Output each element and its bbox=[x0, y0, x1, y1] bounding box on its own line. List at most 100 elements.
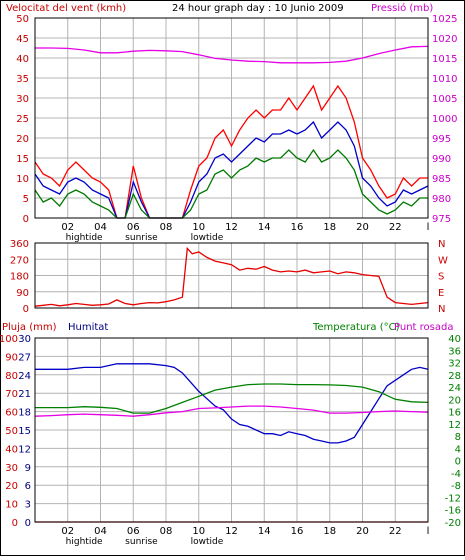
pressure-label: Pressió (mb) bbox=[371, 2, 433, 14]
y-tick-label-right: N bbox=[438, 304, 445, 315]
y-tick-label-right: 1015 bbox=[432, 54, 457, 65]
x-tick-label: 14 bbox=[258, 526, 271, 537]
x-annotation-label: lowtide bbox=[191, 537, 224, 547]
y-tick-label-temperature: 28 bbox=[448, 371, 461, 382]
x-tick-label: 16 bbox=[291, 526, 304, 537]
series-line-gust bbox=[34, 84, 428, 219]
y-tick-label-temperature: -12 bbox=[445, 493, 461, 504]
panel-wind-series bbox=[34, 45, 429, 219]
y-tick-label-left: 20 bbox=[16, 134, 29, 145]
y-tick-label-humidity: 50 bbox=[5, 426, 18, 437]
y-tick-label-right: 1000 bbox=[432, 114, 457, 125]
x-tick-label: 20 bbox=[356, 222, 369, 233]
y-tick-label-temperature: 24 bbox=[448, 383, 461, 394]
x-tick-label: 10 bbox=[192, 222, 205, 233]
x-annotation-label: sunrise bbox=[125, 233, 158, 243]
y-tick-label-left: 10 bbox=[16, 174, 29, 185]
y-tick-label-temperature: 16 bbox=[448, 408, 461, 419]
humidity-label: Humitat bbox=[68, 322, 108, 333]
x-tick-label: 22 bbox=[389, 222, 402, 233]
y-tick-label-temperature: 12 bbox=[448, 420, 461, 431]
y-tick-label-temperature: 40 bbox=[448, 334, 461, 345]
y-tick-label-humidity: 0 bbox=[12, 518, 18, 529]
series-line-average bbox=[34, 120, 429, 219]
y-tick-label-rain: 27 bbox=[18, 352, 31, 363]
y-tick-label-right: 980 bbox=[432, 194, 451, 205]
x-tick-label: 18 bbox=[323, 526, 336, 537]
x-tick-label: 08 bbox=[160, 526, 173, 537]
y-tick-label-humidity: 100 bbox=[0, 334, 18, 345]
y-tick-label-humidity: 90 bbox=[5, 352, 18, 363]
y-tick-label-left: 15 bbox=[16, 154, 29, 165]
y-tick-label-right: 985 bbox=[432, 174, 451, 185]
x-annotation-label: lowtide bbox=[191, 233, 224, 243]
panel-wind-frame bbox=[34, 17, 429, 219]
wind-speed-label: Velocitat del vent (kmh) bbox=[6, 3, 126, 14]
y-tick-label-right: W bbox=[438, 255, 448, 266]
series-line-dewpoint bbox=[34, 405, 429, 417]
y-tick-label-left: 0 bbox=[23, 304, 29, 315]
y-tick-label-temperature: -8 bbox=[451, 481, 461, 492]
x-tick-label: 16 bbox=[291, 222, 304, 233]
panel-wind-grid bbox=[35, 18, 429, 218]
y-tick-label-rain: 9 bbox=[25, 463, 31, 474]
panel-direction-frame bbox=[34, 242, 429, 309]
graph-title: 24 hour graph day : 10 Junio 2009 bbox=[172, 3, 344, 14]
x-tick-label: 06 bbox=[127, 526, 140, 537]
x-tick-label: 04 bbox=[94, 222, 107, 233]
y-tick-label-right: 975 bbox=[432, 214, 451, 225]
y-tick-label-right: S bbox=[438, 272, 444, 283]
y-tick-label-temperature: 4 bbox=[455, 444, 461, 455]
y-tick-label-left: 0 bbox=[23, 214, 29, 225]
y-tick-label-rain: 12 bbox=[18, 444, 31, 455]
x-tick-label: 10 bbox=[192, 526, 205, 537]
y-tick-label-rain: 24 bbox=[18, 371, 31, 382]
panel-humidity-frame bbox=[34, 337, 429, 523]
series-line-low bbox=[34, 148, 428, 219]
y-tick-label-humidity: 80 bbox=[5, 371, 18, 382]
x-tick-label: 22 bbox=[389, 526, 402, 537]
x-tick-label: l bbox=[427, 222, 430, 233]
y-tick-label-left: 40 bbox=[16, 54, 29, 65]
y-tick-label-left: 90 bbox=[16, 288, 29, 299]
y-tick-label-right: 1005 bbox=[432, 94, 457, 105]
y-tick-label-temperature: 36 bbox=[448, 346, 461, 357]
y-tick-label-temperature: -20 bbox=[445, 518, 461, 529]
panel-humidity-grid bbox=[35, 338, 429, 522]
y-tick-label-left: 50 bbox=[16, 14, 29, 25]
y-tick-label-temperature: 0 bbox=[455, 457, 461, 468]
y-tick-label-right: N bbox=[438, 239, 445, 250]
panel-direction-series bbox=[34, 246, 429, 307]
y-tick-label-left: 45 bbox=[16, 34, 29, 45]
x-tick-label: l bbox=[427, 526, 430, 537]
y-tick-label-humidity: 40 bbox=[5, 444, 18, 455]
dewpoint-label: Punt rosada bbox=[394, 322, 453, 333]
y-tick-label-right: 990 bbox=[432, 154, 451, 165]
y-tick-label-right: 1020 bbox=[432, 34, 457, 45]
y-tick-label-temperature: 20 bbox=[448, 395, 461, 406]
x-tick-label: 08 bbox=[160, 222, 173, 233]
x-tick-label: 12 bbox=[225, 222, 238, 233]
y-tick-label-left: 360 bbox=[10, 239, 29, 250]
y-tick-label-left: 180 bbox=[10, 272, 29, 283]
y-tick-label-rain: 30 bbox=[18, 334, 31, 345]
y-tick-label-right: 995 bbox=[432, 134, 451, 145]
y-tick-label-left: 5 bbox=[23, 194, 29, 205]
y-tick-label-right: 1025 bbox=[432, 14, 457, 25]
y-tick-label-temperature: -4 bbox=[451, 469, 461, 480]
series-line-pressure bbox=[35, 45, 429, 64]
y-tick-label-humidity: 30 bbox=[5, 463, 18, 474]
panel-humidity-axes: 0102030405060708090100036912151821242730… bbox=[0, 334, 461, 547]
y-tick-label-left: 25 bbox=[16, 114, 29, 125]
x-tick-label: 04 bbox=[94, 526, 107, 537]
y-tick-label-left: 30 bbox=[16, 94, 29, 105]
x-tick-label: 02 bbox=[61, 222, 74, 233]
y-tick-label-rain: 21 bbox=[18, 389, 31, 400]
y-tick-label-humidity: 70 bbox=[5, 389, 18, 400]
y-tick-label-rain: 6 bbox=[25, 481, 31, 492]
series-line-direction bbox=[34, 246, 429, 307]
x-tick-label: 02 bbox=[61, 526, 74, 537]
